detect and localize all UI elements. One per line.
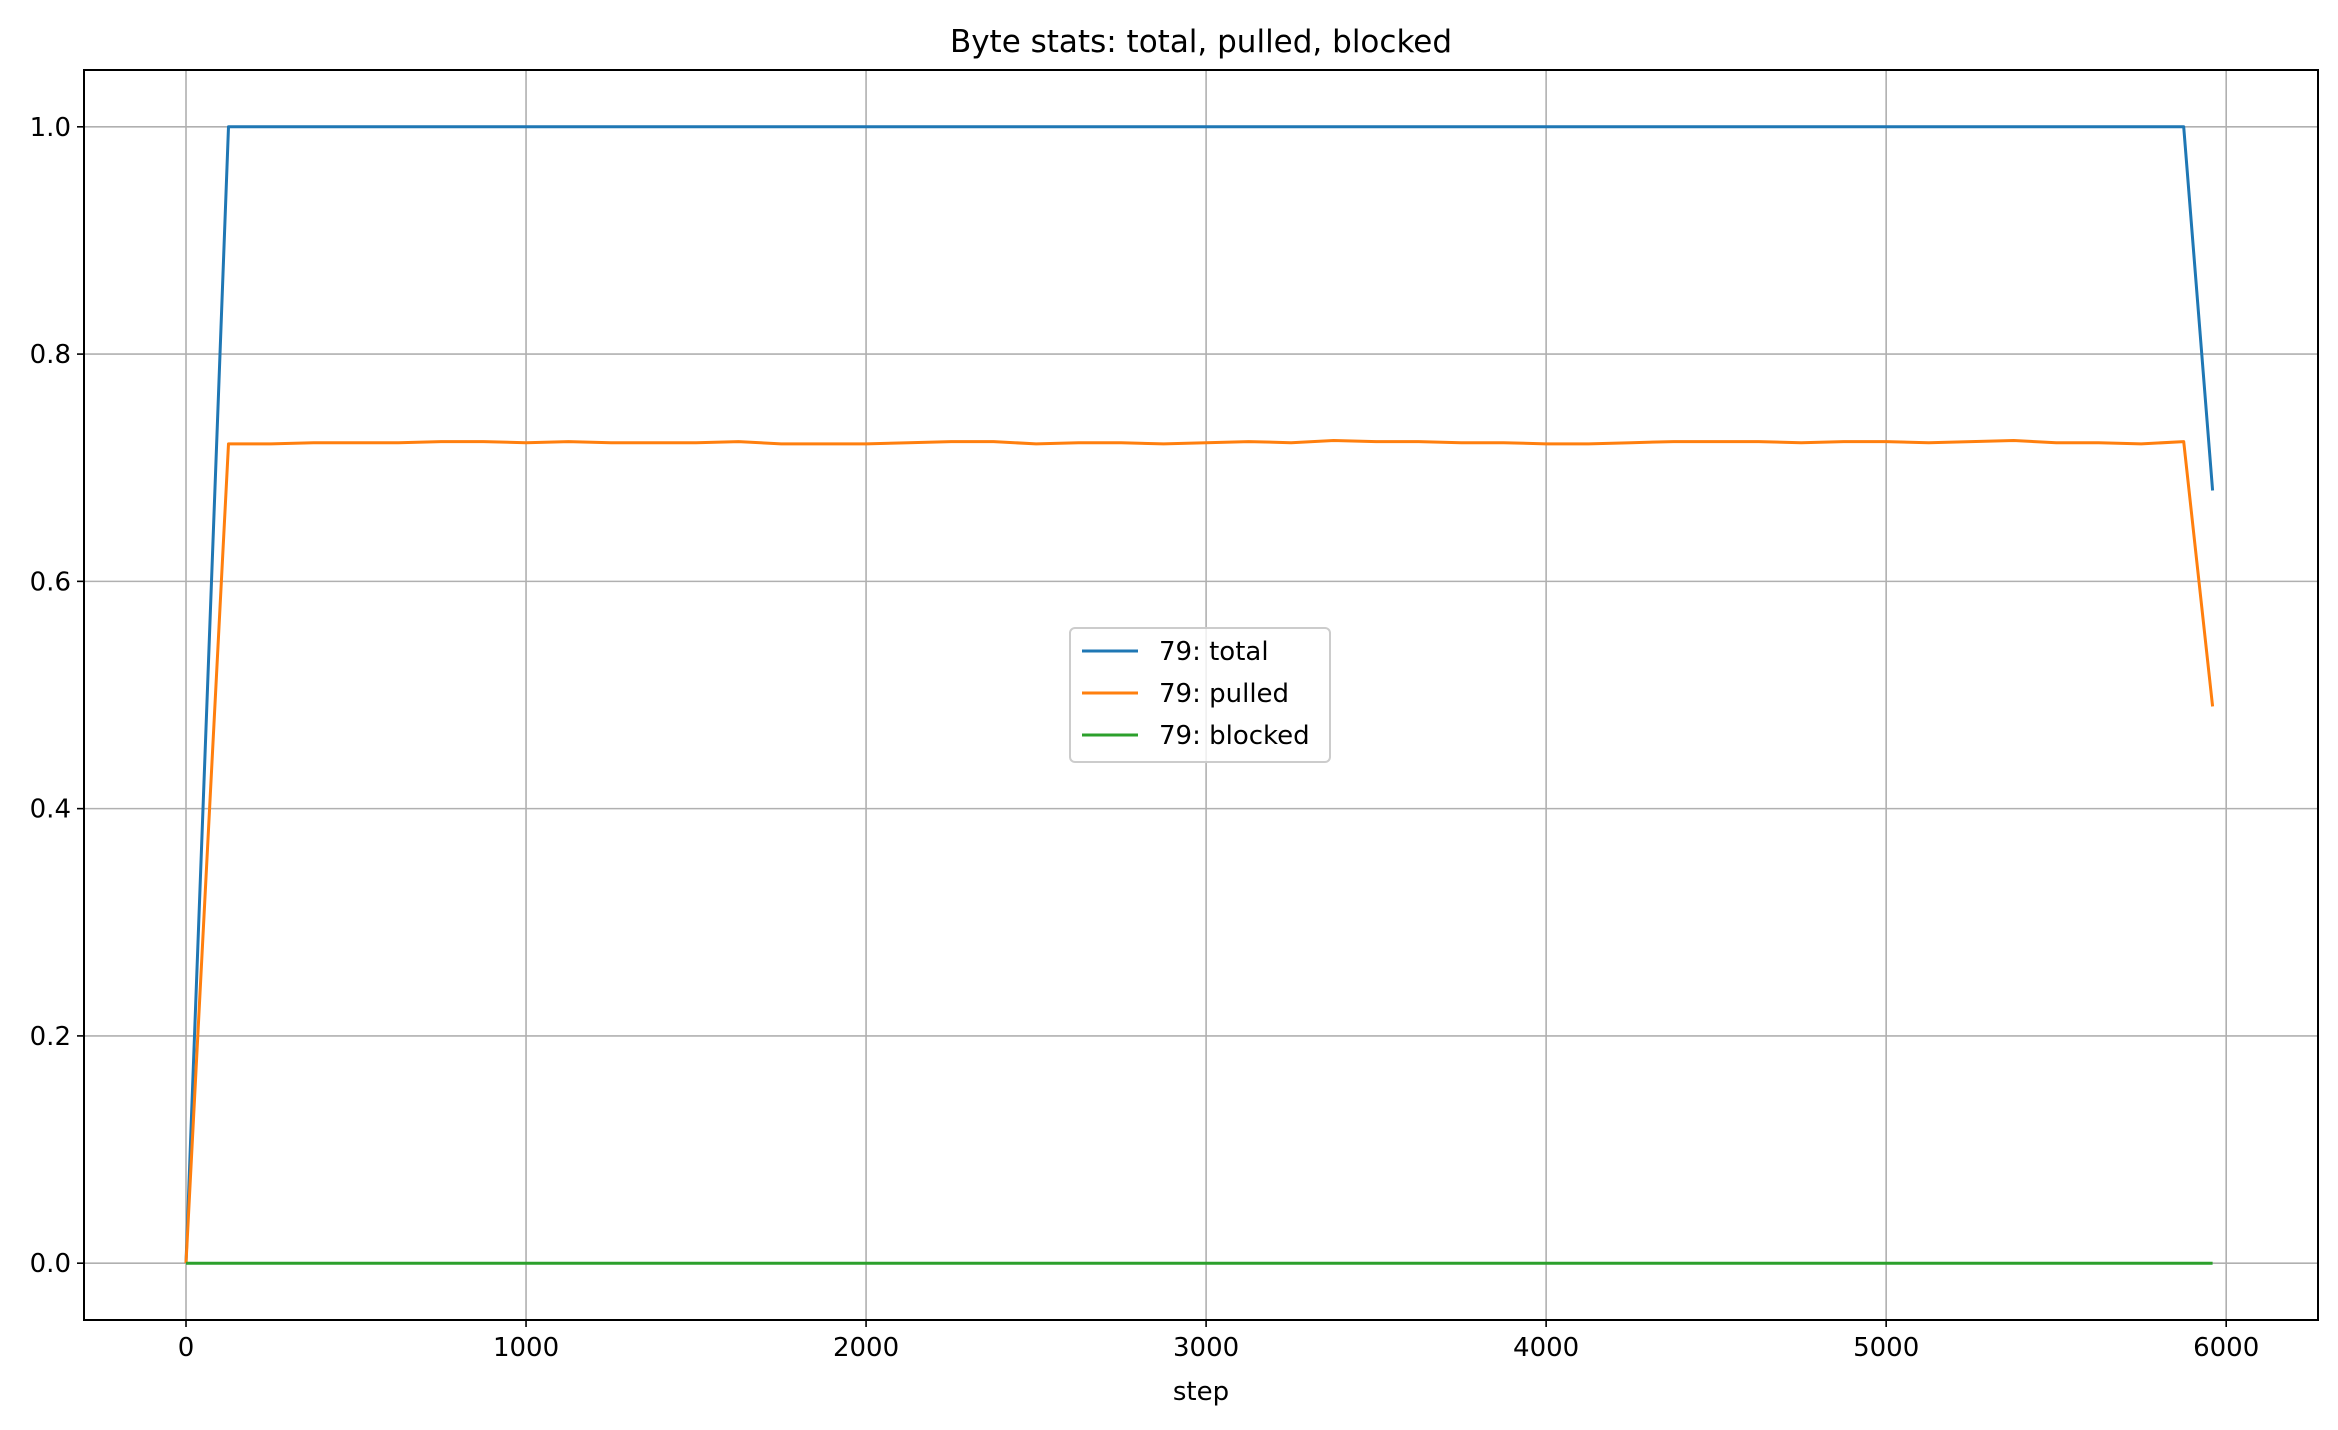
series-line-2 [184, 439, 2215, 1264]
series-lines [184, 125, 2215, 1265]
legend-box [1069, 627, 1331, 763]
x-axis-title: step [1173, 1377, 1229, 1407]
legend-label: 79: blocked [1159, 721, 1310, 751]
x-tick-label: 5000 [1853, 1333, 1919, 1363]
x-axis-ticks: 0 1000 2000 3000 4000 5000 6000 [178, 1320, 2259, 1363]
y-tick-label: 0.8 [30, 340, 71, 370]
chart-title: Byte stats: total, pulled, blocked [950, 24, 1452, 60]
series-line-1 [184, 125, 2215, 1264]
x-tick-label: 3000 [1173, 1333, 1239, 1363]
y-tick-label: 0.2 [30, 1022, 71, 1052]
y-tick-label: 0.4 [30, 795, 71, 825]
x-tick-label: 6000 [2193, 1333, 2259, 1363]
legend: 79: total 79: pulled 79: blocked [1069, 627, 1331, 763]
plot-area-frame [83, 69, 2319, 1321]
y-tick-label: 0.6 [30, 567, 71, 597]
x-tick-label: 4000 [1513, 1333, 1579, 1363]
legend-label: 79: total [1159, 637, 1269, 667]
y-axis-ticks: 0.0 0.2 0.4 0.6 0.8 1.0 [30, 113, 84, 1279]
x-tick-label: 1000 [493, 1333, 559, 1363]
x-tick-label: 2000 [833, 1333, 899, 1363]
y-tick-label: 1.0 [30, 113, 71, 143]
legend-label: 79: pulled [1159, 679, 1289, 709]
y-tick-label: 0.0 [30, 1249, 71, 1279]
x-tick-label: 0 [178, 1333, 195, 1363]
